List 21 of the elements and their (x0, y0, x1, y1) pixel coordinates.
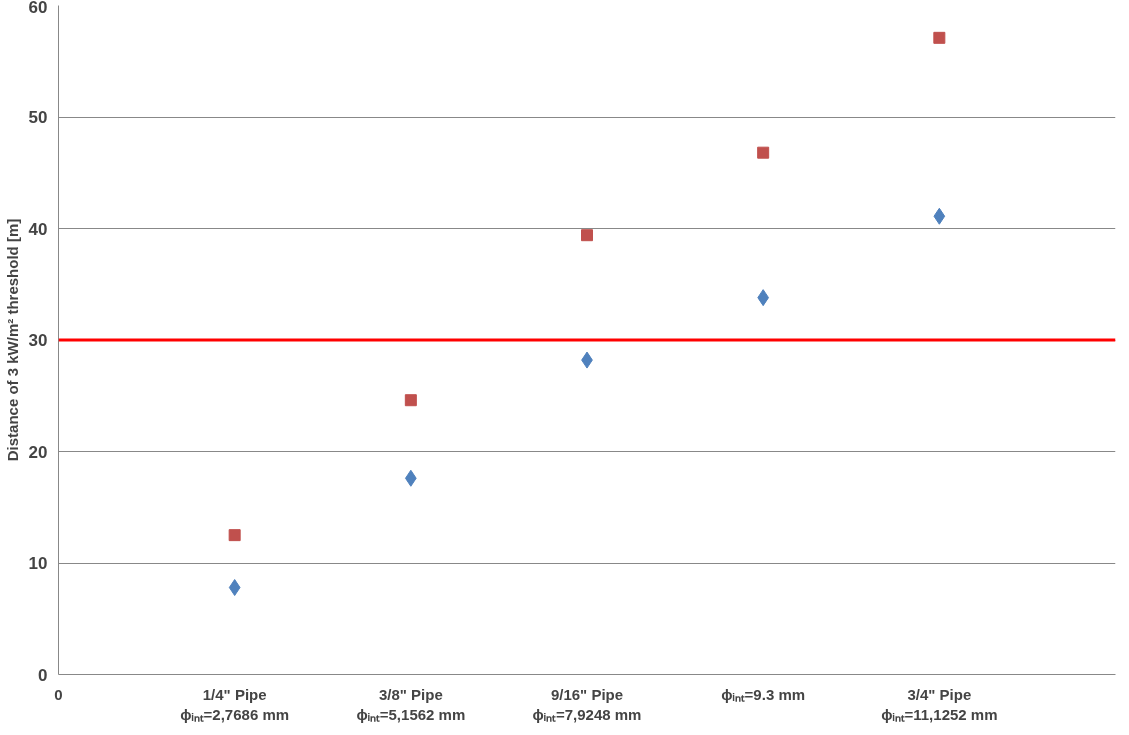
y-tick-label: 50 (28, 108, 48, 127)
y-tick-label: 10 (28, 554, 48, 573)
point (404, 394, 417, 407)
y-tick-label: 40 (28, 219, 48, 239)
text: 0 (54, 685, 63, 703)
x-tick-label: 3/4" Pipe ϕᵢₙₜ=11,1252 mm (881, 685, 998, 723)
point (933, 207, 946, 225)
point (581, 229, 593, 242)
x-tick-label: ϕᵢₙₜ=9.3 mm (721, 685, 806, 703)
y-tick-label: 20 (28, 442, 48, 462)
point (228, 579, 241, 597)
point (228, 529, 241, 542)
x-tick-label: 9/16" Pipe ϕᵢₙₜ=7,9248 mm (532, 685, 642, 723)
y-tick-label: 0 (38, 665, 48, 685)
y-axis-title: Distance of 3 kW/m² threshold [m] (3, 218, 21, 462)
y-tick-label: 30 (28, 331, 48, 350)
point (933, 31, 946, 44)
point (757, 146, 770, 159)
x-tick-label: 3/8" Pipe ϕᵢₙₜ=5,1562 mm (356, 685, 466, 723)
x-tick-label: 1/4" Pipe ϕᵢₙₜ=2,7686 mm (180, 685, 290, 723)
y-tick-label: 60 (28, 0, 48, 17)
